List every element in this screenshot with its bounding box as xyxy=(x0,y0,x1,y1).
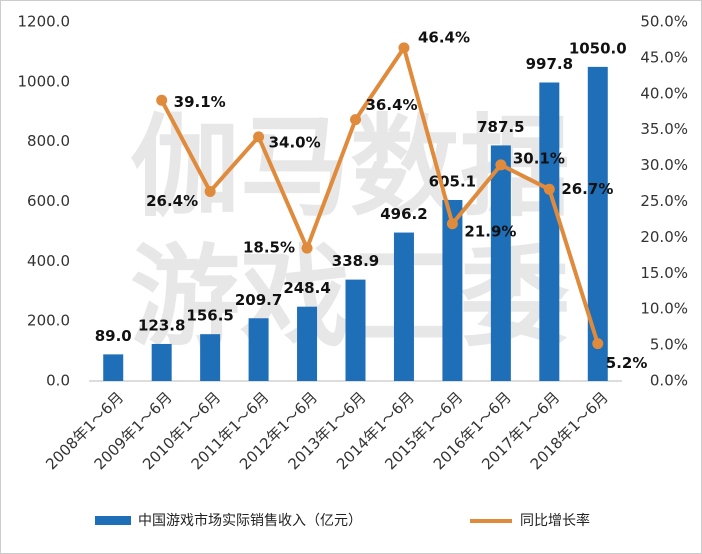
bar xyxy=(103,354,124,381)
growth-point xyxy=(495,159,507,171)
legend-swatch xyxy=(95,516,131,525)
bar-value-label: 156.5 xyxy=(186,307,233,325)
line-value-label: 34.0% xyxy=(269,133,321,151)
y2-tick-label: 10.0% xyxy=(640,300,688,318)
growth-point xyxy=(398,42,410,54)
y-tick-label: 200.0 xyxy=(27,312,70,330)
line-value-label: 46.4% xyxy=(418,28,470,46)
bar-value-label: 496.2 xyxy=(380,205,427,223)
y2-tick-label: 25.0% xyxy=(640,192,688,210)
y-tick-label: 600.0 xyxy=(27,192,70,210)
y2-tick-label: 5.0% xyxy=(650,336,688,354)
y-tick-label: 0.0 xyxy=(46,372,70,390)
y-tick-label: 400.0 xyxy=(27,252,70,270)
bar xyxy=(200,334,221,381)
bar-value-label: 997.8 xyxy=(526,55,573,73)
y2-tick-label: 0.0% xyxy=(650,372,688,390)
bar xyxy=(442,199,463,381)
bar-value-label: 248.4 xyxy=(283,279,330,297)
line-value-label: 30.1% xyxy=(513,149,565,167)
bar-value-label: 123.8 xyxy=(138,316,185,334)
bar-value-label: 338.9 xyxy=(332,252,379,270)
line-value-label: 21.9% xyxy=(464,222,516,240)
y-tick-label: 1000.0 xyxy=(18,72,71,90)
bar xyxy=(297,306,318,381)
growth-line xyxy=(159,43,600,345)
bar-value-label: 1050.0 xyxy=(569,39,627,57)
bar xyxy=(248,318,269,381)
growth-point xyxy=(350,114,361,126)
legend-label: 中国游戏市场实际销售收入（亿元） xyxy=(138,512,362,529)
line-value-label: 18.5% xyxy=(243,239,295,257)
line-value-label: 26.7% xyxy=(561,180,613,198)
y2-tick-label: 35.0% xyxy=(640,120,688,138)
growth-point xyxy=(156,94,168,106)
line-value-label: 26.4% xyxy=(146,192,198,210)
y2-tick-label: 20.0% xyxy=(640,228,688,246)
bar xyxy=(587,66,608,381)
y2-tick-label: 40.0% xyxy=(640,84,688,102)
bar-value-label: 605.1 xyxy=(429,172,476,190)
bar xyxy=(151,343,172,381)
y-tick-label: 1200.0 xyxy=(18,13,71,31)
line-value-label: 39.1% xyxy=(174,93,226,111)
y2-tick-label: 30.0% xyxy=(640,156,688,174)
growth-point xyxy=(253,131,265,143)
bar-value-label: 209.7 xyxy=(235,291,282,309)
growth-point xyxy=(543,183,555,195)
y2-tick-label: 15.0% xyxy=(640,264,688,282)
growth-point xyxy=(446,218,458,230)
bar xyxy=(490,145,511,381)
bar xyxy=(393,232,414,381)
bar xyxy=(345,279,366,381)
growth-point xyxy=(204,185,216,197)
y2-tick-label: 45.0% xyxy=(640,48,688,66)
growth-point xyxy=(301,242,313,254)
bar-value-label: 89.0 xyxy=(95,327,132,345)
line-value-label: 36.4% xyxy=(366,96,418,114)
bar-value-label: 787.5 xyxy=(477,118,524,136)
bar xyxy=(539,82,560,381)
y2-tick-label: 50.0% xyxy=(640,13,688,31)
y-tick-label: 800.0 xyxy=(27,132,70,150)
growth-point xyxy=(592,338,604,350)
legend-label: 同比增长率 xyxy=(520,512,590,529)
line-value-label: 5.2% xyxy=(606,354,648,372)
